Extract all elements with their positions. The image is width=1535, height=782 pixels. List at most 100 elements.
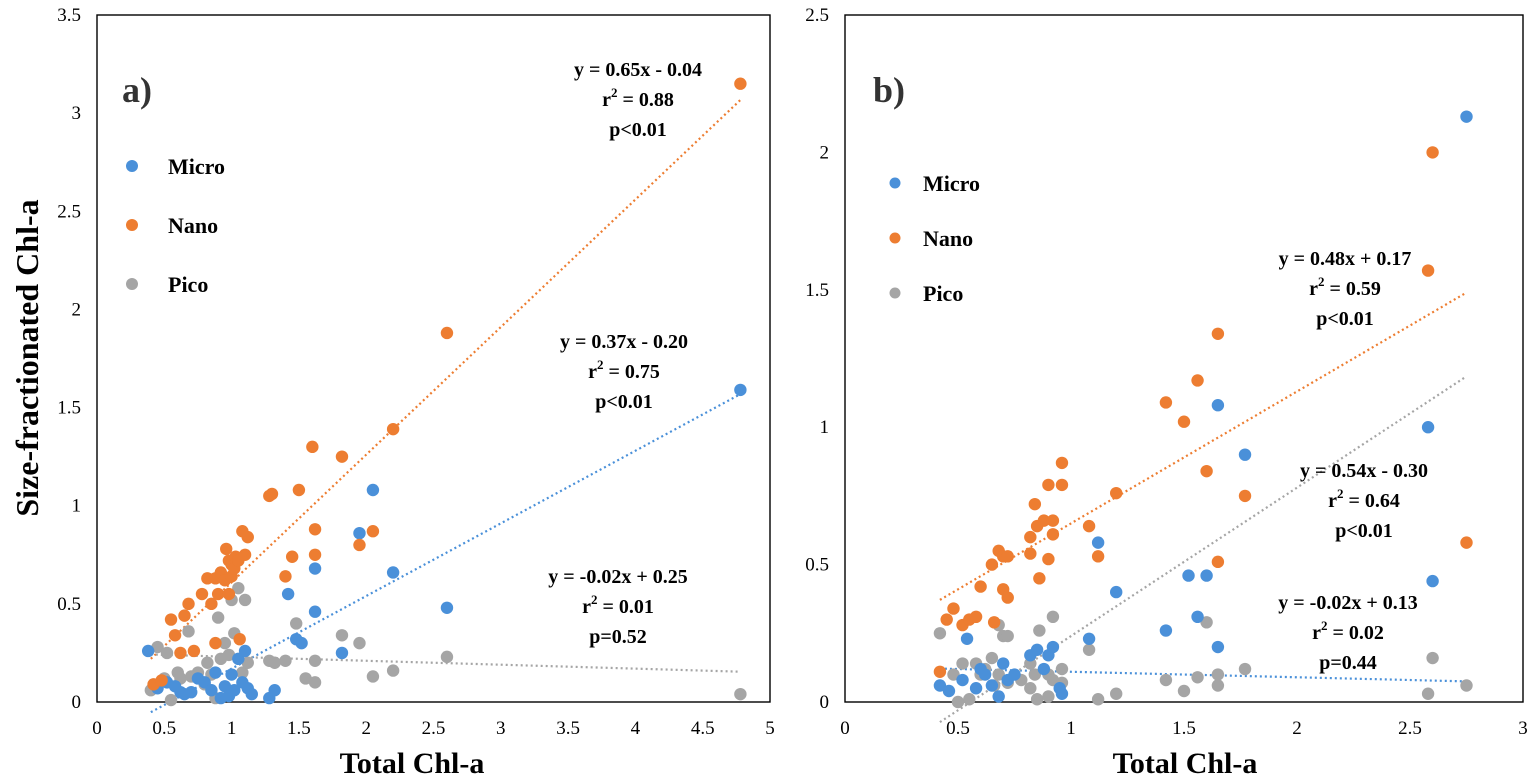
x-tick-label: 1	[227, 718, 237, 739]
point-micro	[1055, 687, 1069, 700]
point-pico	[1177, 684, 1191, 698]
legend-label: Micro	[923, 171, 980, 196]
y-axis-title: Size-fractionated Chl-a	[9, 199, 45, 516]
point-nano	[241, 530, 254, 544]
x-tick-label: 3.5	[556, 718, 580, 739]
point-nano	[1042, 552, 1055, 566]
point-micro	[969, 682, 983, 695]
trendline-nano	[939, 291, 1468, 601]
x-tick-label: 0	[840, 718, 850, 739]
point-pico	[308, 654, 322, 667]
point-pico	[985, 651, 999, 665]
x-tick-label: 5	[765, 718, 775, 739]
point-nano	[1211, 327, 1225, 340]
point-nano	[987, 616, 1001, 629]
point-micro	[1030, 643, 1044, 656]
panel-a: 0 0.5 1 1.5 2 2.5 3 3.5 4 4.5 5 0 0.5 1 1.5 2 2.5 3 3.5 Tot…	[57, 5, 775, 780]
point-pico	[1082, 643, 1096, 656]
point-nano	[366, 525, 380, 538]
point-nano	[1055, 478, 1069, 492]
point-nano	[1082, 519, 1096, 533]
point-nano	[940, 613, 953, 626]
y-tick-label: 1	[72, 496, 82, 517]
point-nano	[1055, 456, 1069, 470]
legend-label: Nano	[923, 226, 973, 251]
x-tick-label: 2.5	[1398, 718, 1422, 739]
point-pico	[1030, 693, 1044, 706]
point-pico	[236, 666, 249, 679]
legend-marker-micro	[126, 160, 138, 172]
point-pico	[963, 693, 976, 706]
point-micro	[1091, 536, 1105, 549]
point-nano	[1200, 464, 1213, 478]
point-pico	[947, 668, 960, 681]
point-nano	[1033, 572, 1046, 585]
point-nano	[265, 487, 279, 501]
legend-marker-nano	[889, 232, 901, 244]
point-pico	[1042, 690, 1055, 703]
point-micro	[992, 690, 1005, 703]
point-pico	[1211, 679, 1225, 692]
point-pico	[1024, 682, 1037, 695]
point-nano	[174, 646, 187, 660]
legend-label: Nano	[168, 213, 218, 238]
x-tick-label: 2.5	[422, 718, 446, 739]
point-micro	[1460, 110, 1473, 123]
point-pico	[956, 657, 969, 670]
y-tick-label: 2.5	[57, 201, 81, 222]
point-pico	[164, 693, 178, 707]
point-micro	[225, 668, 238, 681]
point-micro	[1182, 569, 1195, 582]
point-pico	[182, 625, 195, 638]
point-pico	[1033, 624, 1046, 637]
point-nano	[1042, 478, 1055, 492]
point-pico	[335, 629, 349, 642]
legend-label: Micro	[168, 154, 225, 179]
regression-equation: y = 0.37x - 0.20	[560, 331, 688, 353]
point-nano	[734, 77, 747, 90]
point-micro	[335, 646, 349, 660]
point-pico	[992, 668, 1005, 681]
point-micro	[1211, 399, 1225, 412]
y-tick-label: 1.5	[805, 280, 829, 301]
point-nano	[308, 523, 322, 536]
regression-equation: y = -0.02x + 0.13	[1278, 592, 1417, 614]
point-pico	[241, 656, 254, 669]
point-micro	[1008, 668, 1021, 681]
point-pico	[299, 672, 312, 685]
point-micro	[228, 684, 241, 697]
legend-marker-nano	[126, 219, 138, 231]
point-nano	[182, 597, 195, 611]
legend-marker-pico	[126, 278, 138, 290]
point-micro	[141, 644, 155, 658]
point-pico	[1028, 668, 1042, 681]
point-pico	[222, 648, 236, 662]
y-tick-label: 3	[72, 103, 82, 124]
point-pico	[1211, 668, 1225, 681]
point-pico	[1460, 679, 1473, 692]
x-tick-label: 4.5	[691, 718, 715, 739]
p-value: p<0.01	[609, 119, 667, 141]
point-micro	[985, 679, 999, 692]
point-micro	[978, 668, 992, 681]
p-value: p<0.01	[595, 391, 653, 413]
point-nano	[1024, 547, 1037, 560]
regression-equation: y = 0.54x - 0.30	[1300, 460, 1428, 482]
point-nano	[164, 613, 178, 626]
r-squared: r2 = 0.88	[602, 85, 674, 111]
r-squared: r2 = 0.01	[582, 592, 654, 618]
point-micro	[440, 601, 454, 614]
point-pico	[1091, 693, 1105, 706]
point-pico	[1110, 687, 1123, 700]
x-tick-label: 3	[1518, 718, 1528, 739]
panel-b: 0 0.5 1 1.5 2 2.5 3 0 0.5 1 1.5 2 2.5 Total Chl-a b) Mi…	[805, 5, 1528, 780]
point-nano	[1091, 550, 1105, 563]
point-nano	[1037, 514, 1051, 527]
point-nano	[195, 587, 209, 601]
point-nano	[155, 674, 168, 687]
point-nano	[308, 548, 322, 561]
r-squared: r2 = 0.75	[588, 357, 660, 383]
point-nano	[1024, 530, 1037, 544]
point-micro	[353, 526, 366, 540]
